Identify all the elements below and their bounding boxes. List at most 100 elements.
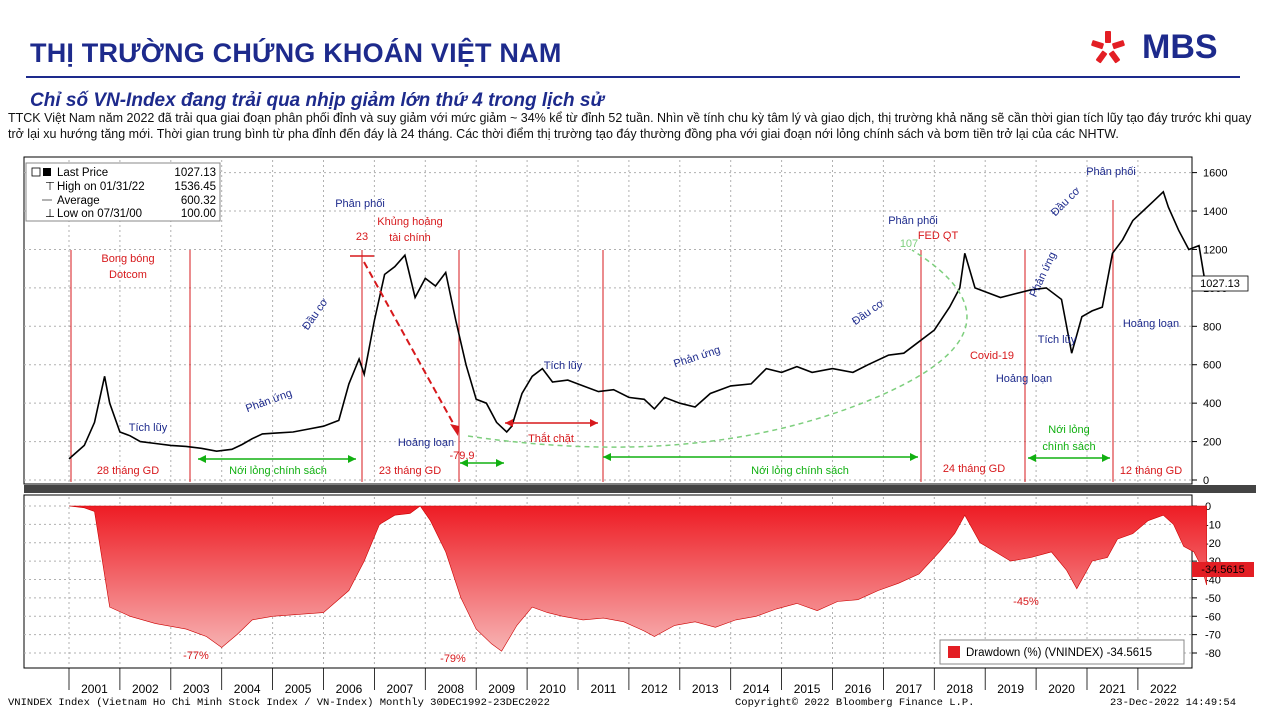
x-tick-label: 2003	[183, 682, 210, 696]
x-tick-label: 2004	[234, 682, 261, 696]
annotation-label: tài chính	[389, 232, 431, 244]
annotation-label: Hoảng loạn	[996, 373, 1052, 385]
x-tick-label: 2006	[336, 682, 363, 696]
drawdown-area	[68, 505, 1207, 652]
annotation-label: chính sách	[1042, 441, 1095, 453]
price-y-tick: 800	[1203, 321, 1221, 333]
annotation-label: Khủng hoảng	[377, 216, 442, 228]
legend-avg-value: 600.32	[181, 195, 216, 207]
cycle-markers	[70, 200, 1114, 482]
price-y-tick: 0	[1203, 475, 1209, 487]
legend-collapse-icon	[31, 167, 41, 177]
annotation-label: Bong bóng	[101, 253, 154, 265]
page-subtitle: Chỉ số VN-Index đang trải qua nhịp giảm …	[30, 90, 605, 111]
vnindex-price-line	[68, 190, 1210, 460]
x-tick-label: 2016	[845, 682, 872, 696]
drawdown-y-tick: -40	[1205, 575, 1221, 587]
x-tick-label: 2002	[132, 682, 159, 696]
drawdown-y-tick: -50	[1205, 593, 1221, 605]
annotation-label: Hoảng loạn	[398, 437, 454, 449]
drawdown-y-axis: 0-10-20-30-40-50-60-70-80	[1192, 501, 1221, 660]
x-tick-label: 2021	[1099, 682, 1126, 696]
x-tick-label: 2008	[437, 682, 464, 696]
price-y-tick: 600	[1203, 360, 1221, 372]
page-description: TTCK Việt Nam năm 2022 đã trải qua giai …	[8, 111, 1252, 141]
annotation-label: Phản ứng	[1028, 250, 1059, 299]
annotation-label: Tích lũy	[1038, 334, 1077, 346]
x-tick-label: 2013	[692, 682, 719, 696]
annotation-label: Phản ứng	[672, 344, 722, 370]
x-tick-label: 2009	[488, 682, 515, 696]
annotation-label: -45%	[1013, 596, 1039, 608]
footer-copyright: Copyright© 2022 Bloomberg Finance L.P.	[735, 697, 975, 709]
drawdown-panel-frame	[23, 494, 1193, 669]
x-tick-label: 2015	[794, 682, 821, 696]
drawdown-legend: Drawdown (%) (VNINDEX) -34.5615	[939, 639, 1185, 665]
x-tick-label: 2012	[641, 682, 668, 696]
drawdown-y-tick: -80	[1205, 648, 1221, 660]
annotation-label: Tích lũy	[129, 422, 168, 434]
x-tick-label: 2010	[539, 682, 566, 696]
annotation-label: 12 tháng GD	[1120, 465, 1182, 477]
last-price-tag: 1027.13	[1191, 275, 1249, 292]
page-title: THỊ TRƯỜNG CHỨNG KHOÁN VIỆT NAM	[30, 38, 562, 68]
annotation-label: 24 tháng GD	[943, 463, 1005, 475]
price-y-tick: 200	[1203, 437, 1221, 449]
last-price-swatch-icon	[43, 168, 51, 176]
annotation-label: FED QT	[918, 230, 959, 242]
x-tick-label: 2005	[285, 682, 312, 696]
annotation-label: Phân phối	[1086, 166, 1136, 178]
annotation-label: Phân phối	[335, 198, 385, 210]
x-tick-label: 2019	[997, 682, 1024, 696]
drawdown-y-tick: -60	[1205, 611, 1221, 623]
annotation-label: Nới lỏng chính sách	[751, 465, 849, 477]
svg-text:-34.5615: -34.5615	[1201, 564, 1244, 576]
annotation-label: Nới lỏng chính sách	[229, 465, 327, 477]
panel-separator	[24, 485, 1256, 493]
legend-last-label: Last Price	[57, 167, 108, 179]
svg-text:1027.13: 1027.13	[1200, 278, 1240, 290]
x-tick-label: 2017	[895, 682, 922, 696]
annotation-label: Tích lũy	[544, 360, 583, 372]
header-divider	[26, 76, 1240, 78]
x-tick-label: 2018	[946, 682, 973, 696]
price-y-axis: 02004006008001000120014001600	[1192, 168, 1227, 487]
x-axis-years: 2001 2002 2003 2004 2005 2006 2007 2008 2009 2010…	[68, 668, 1177, 696]
trend-annotations	[198, 249, 1110, 467]
x-tick-label: 2014	[743, 682, 770, 696]
drawdown-annotations: -77% -79% -45%	[183, 596, 1039, 665]
legend-high-value: 1536.45	[174, 181, 216, 193]
legend-high-label: High on 01/31/22	[57, 181, 145, 193]
annotation-label: Phân phối	[888, 215, 938, 227]
price-y-tick: 1200	[1203, 244, 1227, 256]
drawdown-y-tick: -70	[1205, 630, 1221, 642]
drawdown-swatch-icon	[948, 646, 960, 658]
x-tick-label: 2020	[1048, 682, 1075, 696]
annotation-label: Đầu cơ	[850, 297, 886, 327]
x-tick-label: 2011	[591, 682, 617, 696]
annotation-label: Đầu cơ	[1049, 185, 1083, 219]
annotation-label: Phản ứng	[244, 387, 294, 415]
annotation-label: Covid-19	[970, 350, 1014, 362]
annotation-label: Hoảng loạn	[1123, 318, 1179, 330]
mbs-logo-icon	[1091, 31, 1125, 64]
price-legend: Last Price 1027.13 ⊤ High on 01/31/22 15…	[25, 162, 221, 222]
low-marker-icon: ⊥	[45, 208, 55, 220]
annotation-label: Thắt chặt	[528, 432, 574, 445]
legend-avg-label: Average	[57, 195, 100, 207]
legend-low-label: Low on 07/31/00	[57, 208, 142, 220]
x-tick-label: 2007	[386, 682, 413, 696]
annotation-label: Dotcom	[109, 269, 147, 281]
price-panel-frame	[23, 156, 1193, 485]
annotation-label: -79%	[440, 653, 466, 665]
price-y-tick: 400	[1203, 398, 1221, 410]
vertical-grid	[68, 160, 1139, 666]
drawdown-y-tick: -10	[1205, 519, 1221, 531]
annotation-label: 107	[900, 238, 918, 250]
annotation-label: -77%	[183, 650, 209, 662]
annotation-label: -79.9	[449, 450, 474, 462]
price-y-tick: 1600	[1203, 168, 1227, 180]
high-marker-icon: ⊤	[45, 181, 55, 193]
